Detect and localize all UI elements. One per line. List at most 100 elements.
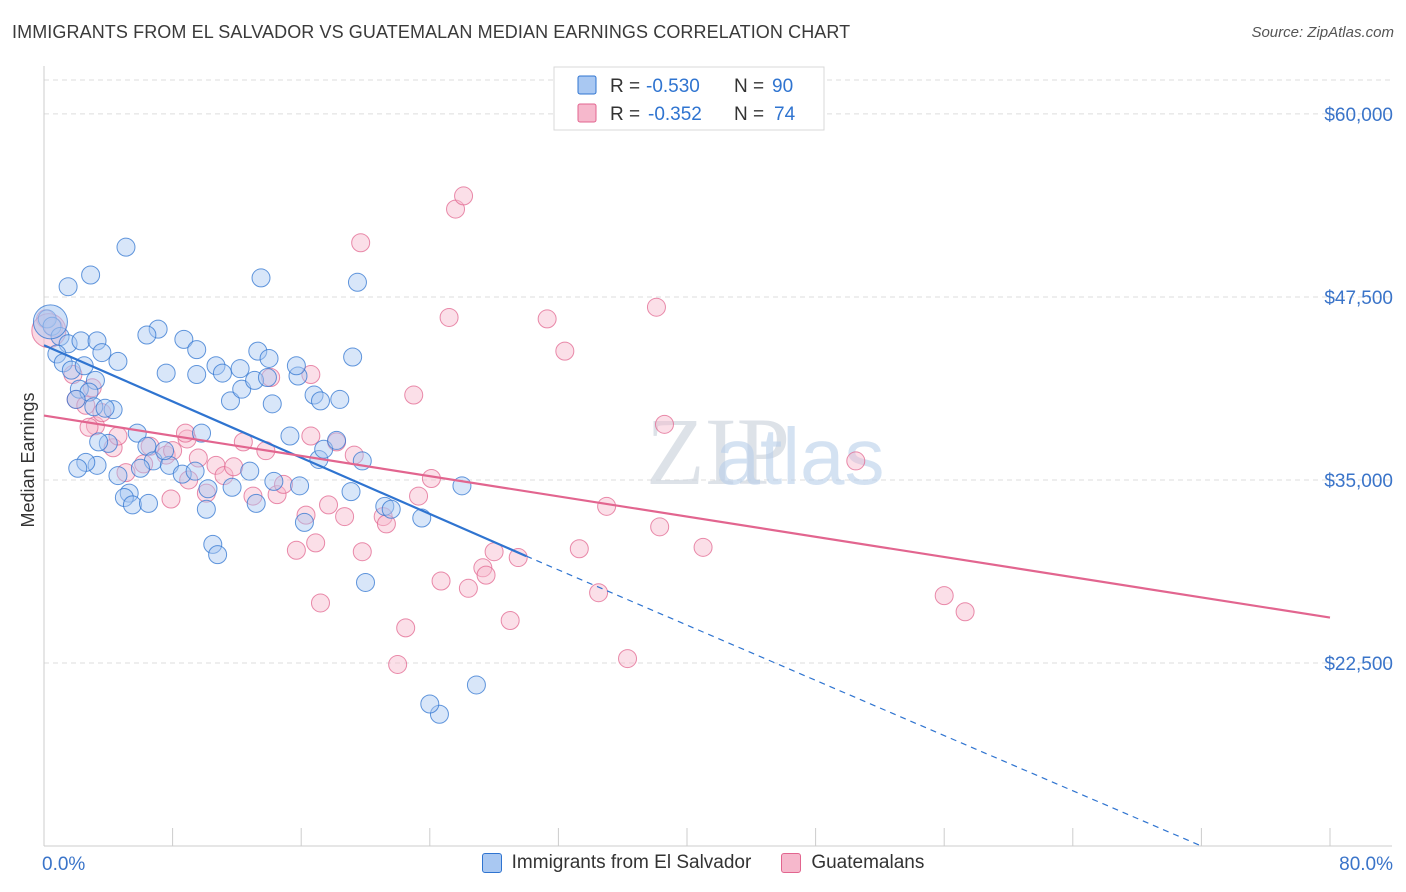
point-guatemalan — [555, 341, 575, 361]
point-el-salvador — [61, 360, 81, 380]
chart-title: IMMIGRANTS FROM EL SALVADOR VS GUATEMALA… — [12, 22, 851, 42]
point-el-salvador — [192, 423, 212, 443]
point-el-salvador — [220, 391, 240, 411]
point-guatemalan — [409, 486, 429, 506]
point-el-salvador — [87, 455, 107, 475]
watermark-atlas: atlas — [716, 412, 885, 501]
point-el-salvador — [87, 331, 107, 351]
point-guatemalan — [224, 457, 244, 477]
legend-n-value-1: 90 — [772, 76, 793, 97]
point-el-salvador — [240, 461, 260, 481]
y-tick-labels: $22,500 $35,000 $47,500 $60,000 — [1324, 105, 1393, 675]
point-el-salvador — [85, 370, 105, 390]
point-el-salvador — [198, 479, 218, 499]
point-guatemalan — [296, 505, 316, 525]
point-el-salvador — [89, 432, 109, 452]
point-el-salvador — [262, 394, 282, 414]
point-guatemalan — [618, 649, 638, 669]
point-el-salvador — [187, 365, 207, 385]
point-el-salvador — [137, 325, 157, 345]
point-el-salvador — [103, 400, 123, 420]
point-el-salvador — [259, 348, 279, 368]
point-el-salvador — [429, 704, 449, 724]
point-el-salvador — [412, 508, 432, 528]
point-guatemalan — [846, 451, 866, 471]
point-guatemalan — [335, 507, 355, 527]
legend-item-guatemalans[interactable]: Guatemalans — [781, 852, 924, 874]
y-axis-label: Median Earnings — [18, 392, 38, 527]
point-guatemalan — [508, 548, 528, 568]
point-el-salvador — [286, 356, 306, 376]
point-el-salvador — [203, 534, 223, 554]
legend-swatch-el-salvador — [481, 853, 502, 873]
point-guatemalan — [654, 414, 674, 434]
point-el-salvador — [294, 512, 314, 532]
watermark-zip: ZIP — [646, 398, 790, 505]
point-guatemalan — [310, 593, 330, 613]
point-guatemalan — [476, 565, 496, 585]
point-guatemalan — [431, 571, 451, 591]
point-el-salvador — [257, 367, 277, 387]
trend-line-guatemalans — [43, 414, 1331, 619]
point-el-salvador — [66, 389, 86, 409]
point-guatemalan — [650, 517, 670, 537]
point-el-salvador — [81, 265, 101, 285]
point-el-salvador — [155, 441, 175, 461]
y-tick-label: $35,000 — [1324, 471, 1393, 492]
legend-r-label-2: R = — [610, 104, 640, 125]
x-tick-label-max: 80.0% — [1339, 854, 1393, 875]
point-guatemalan — [439, 307, 459, 327]
point-el-salvador — [310, 391, 330, 411]
point-guatemalan — [589, 583, 609, 603]
point-guatemalan — [693, 537, 713, 557]
point-el-salvador — [58, 277, 78, 297]
point-el-salvador — [290, 476, 310, 496]
point-el-salvador — [248, 341, 268, 361]
point-guatemalan — [161, 489, 181, 509]
point-el-salvador — [148, 319, 168, 339]
point-el-salvador — [347, 272, 367, 292]
trend-lines — [43, 344, 1331, 847]
point-el-salvador — [95, 398, 115, 418]
point-guatemalan — [454, 186, 474, 206]
point-guatemalan — [306, 533, 326, 553]
point-el-salvador — [251, 268, 271, 288]
point-el-salvador — [208, 545, 228, 565]
point-el-salvador — [466, 675, 486, 695]
point-guatemalan — [286, 540, 306, 560]
series-legend: Immigrants from El Salvador Guatemalans — [0, 852, 1406, 874]
point-el-salvador — [245, 370, 265, 390]
legend-swatch-pink — [577, 103, 597, 123]
point-el-salvador — [343, 347, 363, 367]
point-el-salvador — [108, 466, 128, 486]
point-el-salvador — [222, 477, 242, 497]
point-guatemalan — [319, 495, 339, 515]
point-el-salvador — [381, 499, 401, 519]
legend-swatch-blue — [577, 75, 597, 95]
point-guatemalan — [458, 578, 478, 598]
y-tick-label: $47,500 — [1324, 288, 1393, 309]
point-guatemalan — [396, 618, 416, 638]
point-el-salvador — [327, 430, 347, 450]
point-el-salvador — [330, 389, 350, 409]
point-el-salvador — [206, 356, 226, 376]
point-guatemalan — [646, 297, 666, 317]
point-el-salvador — [187, 340, 207, 360]
legend-label-el-salvador: Immigrants from El Salvador — [511, 852, 752, 873]
trend-line-el-salvador-extension — [526, 555, 1202, 847]
point-el-salvador — [172, 464, 192, 484]
point-el-salvador — [246, 493, 266, 513]
point-el-salvador — [420, 694, 440, 714]
source-label: Source: ZipAtlas.com — [1251, 24, 1394, 41]
series-el-salvador-points — [32, 237, 486, 724]
point-guatemalan — [569, 539, 589, 559]
point-el-salvador — [98, 433, 118, 453]
point-el-salvador — [185, 461, 205, 481]
point-guatemalan — [163, 441, 183, 461]
y-tick-label: $60,000 — [1324, 105, 1393, 126]
point-el-salvador — [341, 482, 361, 502]
legend-item-el-salvador[interactable]: Immigrants from El Salvador — [481, 852, 752, 874]
point-el-salvador — [230, 359, 250, 379]
legend-r-label-1: R = — [610, 76, 640, 97]
